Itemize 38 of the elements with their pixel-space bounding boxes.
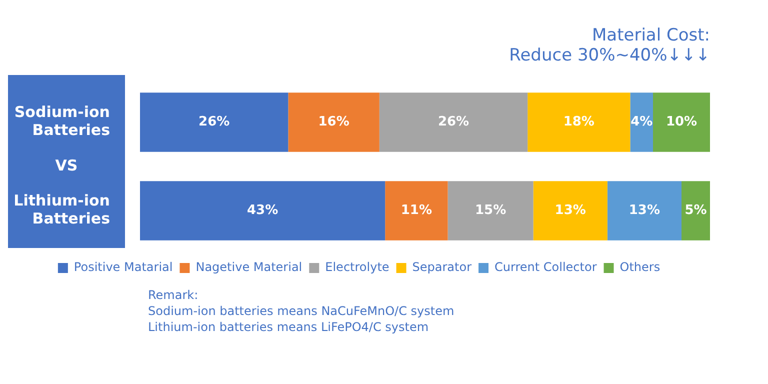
bar <box>630 92 653 152</box>
legend-label: Current Collector <box>494 260 597 274</box>
data-label: 11% <box>400 203 432 218</box>
legend-label: Separator <box>412 260 472 274</box>
data-label: 15% <box>474 203 506 218</box>
data-label: 26% <box>438 114 470 130</box>
text: VS <box>55 156 78 174</box>
data-label: 18% <box>563 114 594 130</box>
legend-label: Positive Matarial <box>74 260 173 274</box>
data-label: 10% <box>666 114 698 130</box>
bar <box>288 92 380 152</box>
bar <box>533 181 608 240</box>
data-label: 13% <box>554 203 586 218</box>
data-label: 43% <box>246 203 278 218</box>
data-label: 16% <box>318 114 350 130</box>
bar <box>385 181 448 240</box>
bar <box>653 92 710 152</box>
legend-label: Nagetive Material <box>196 260 302 274</box>
text: Material Cost: <box>592 25 710 46</box>
data-label: 4% <box>630 114 653 130</box>
data-label: 13% <box>628 203 660 218</box>
bar <box>607 181 682 240</box>
text: Remark: <box>148 288 198 302</box>
bar <box>140 181 386 240</box>
legend-label: Others <box>620 260 660 274</box>
y-tick-label: Sodium-ion Batteries <box>14 103 110 140</box>
text: Lithium-ion batteries means LiFePO4/C system <box>148 320 429 334</box>
bar <box>528 92 630 152</box>
bar <box>448 181 534 240</box>
bar <box>379 92 528 152</box>
legend-label: Electrolyte <box>325 260 390 274</box>
bar <box>682 181 710 240</box>
bar <box>140 92 288 152</box>
text: Sodium-ion batteries means NaCuFeMnO/C system <box>148 304 454 318</box>
data-label: 26% <box>198 114 230 130</box>
text: Reduce 30%~40%↓↓↓ <box>509 45 710 66</box>
data-label: 5% <box>684 203 707 218</box>
y-tick-label: Lithium-ion Batteries <box>14 192 110 228</box>
